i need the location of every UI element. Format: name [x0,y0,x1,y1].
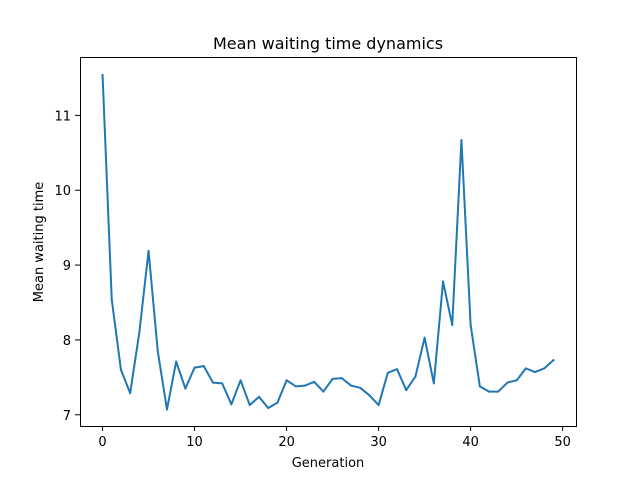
data-point [506,381,509,384]
data-point [451,323,454,326]
data-point [368,394,371,397]
data-point [331,377,334,380]
data-point [396,368,399,371]
data-point [257,395,260,398]
data-point [552,359,555,362]
x-tick-label: 10 [186,435,203,450]
data-point [414,375,417,378]
y-axis-label: Mean waiting time [32,182,47,302]
data-point [432,382,435,385]
x-tick-label: 30 [370,435,387,450]
data-point [101,73,104,76]
data-point [119,368,122,371]
data-point [377,404,380,407]
x-axis-label: Generation [292,456,365,471]
data-point [248,404,251,407]
x-tick-label: 40 [462,435,479,450]
data-point [303,384,306,387]
data-point [524,367,527,370]
chart-title: Mean waiting time dynamics [213,34,443,53]
plot-area [80,57,577,427]
data-point [497,390,500,393]
data-point [359,386,362,389]
data-point [534,371,537,374]
data-point [276,401,279,404]
x-tick-label: 50 [554,435,571,450]
y-tick-label: 10 [54,184,71,199]
series-layer [101,73,555,411]
data-point [230,403,233,406]
data-point [515,379,518,382]
data-point [313,380,316,383]
x-tick-label: 20 [278,435,295,450]
data-point [294,385,297,388]
data-point [442,280,445,283]
series-line [101,73,555,411]
y-tick-label: 11 [54,109,71,124]
data-point [129,392,132,395]
data-point [156,350,159,353]
data-point [110,298,113,301]
data-point [175,360,178,363]
data-point [285,379,288,382]
y-tick-label: 7 [63,409,71,424]
data-point [211,381,214,384]
data-point [202,365,205,368]
y-tick-label: 8 [63,334,71,349]
data-point [478,385,481,388]
data-point [221,382,224,385]
data-point [147,249,150,252]
data-point [543,367,546,370]
x-axis-ticks: 0 10 20 30 40 50 [98,426,571,450]
data-point [469,323,472,326]
data-point [405,389,408,392]
data-point [340,377,343,380]
data-point [193,366,196,369]
data-point [138,331,141,334]
y-tick-label: 9 [63,259,71,274]
data-point [184,387,187,390]
data-point [488,390,491,393]
data-point [239,379,242,382]
data-point [322,390,325,393]
x-tick-label: 0 [98,435,106,450]
data-point [267,407,270,410]
data-point [165,408,168,411]
data-point [460,139,463,142]
axes-frame [80,57,577,427]
data-point [386,371,389,374]
y-axis-ticks: 7 8 9 10 11 [54,109,80,424]
data-point [423,336,426,339]
data-point [350,384,353,387]
